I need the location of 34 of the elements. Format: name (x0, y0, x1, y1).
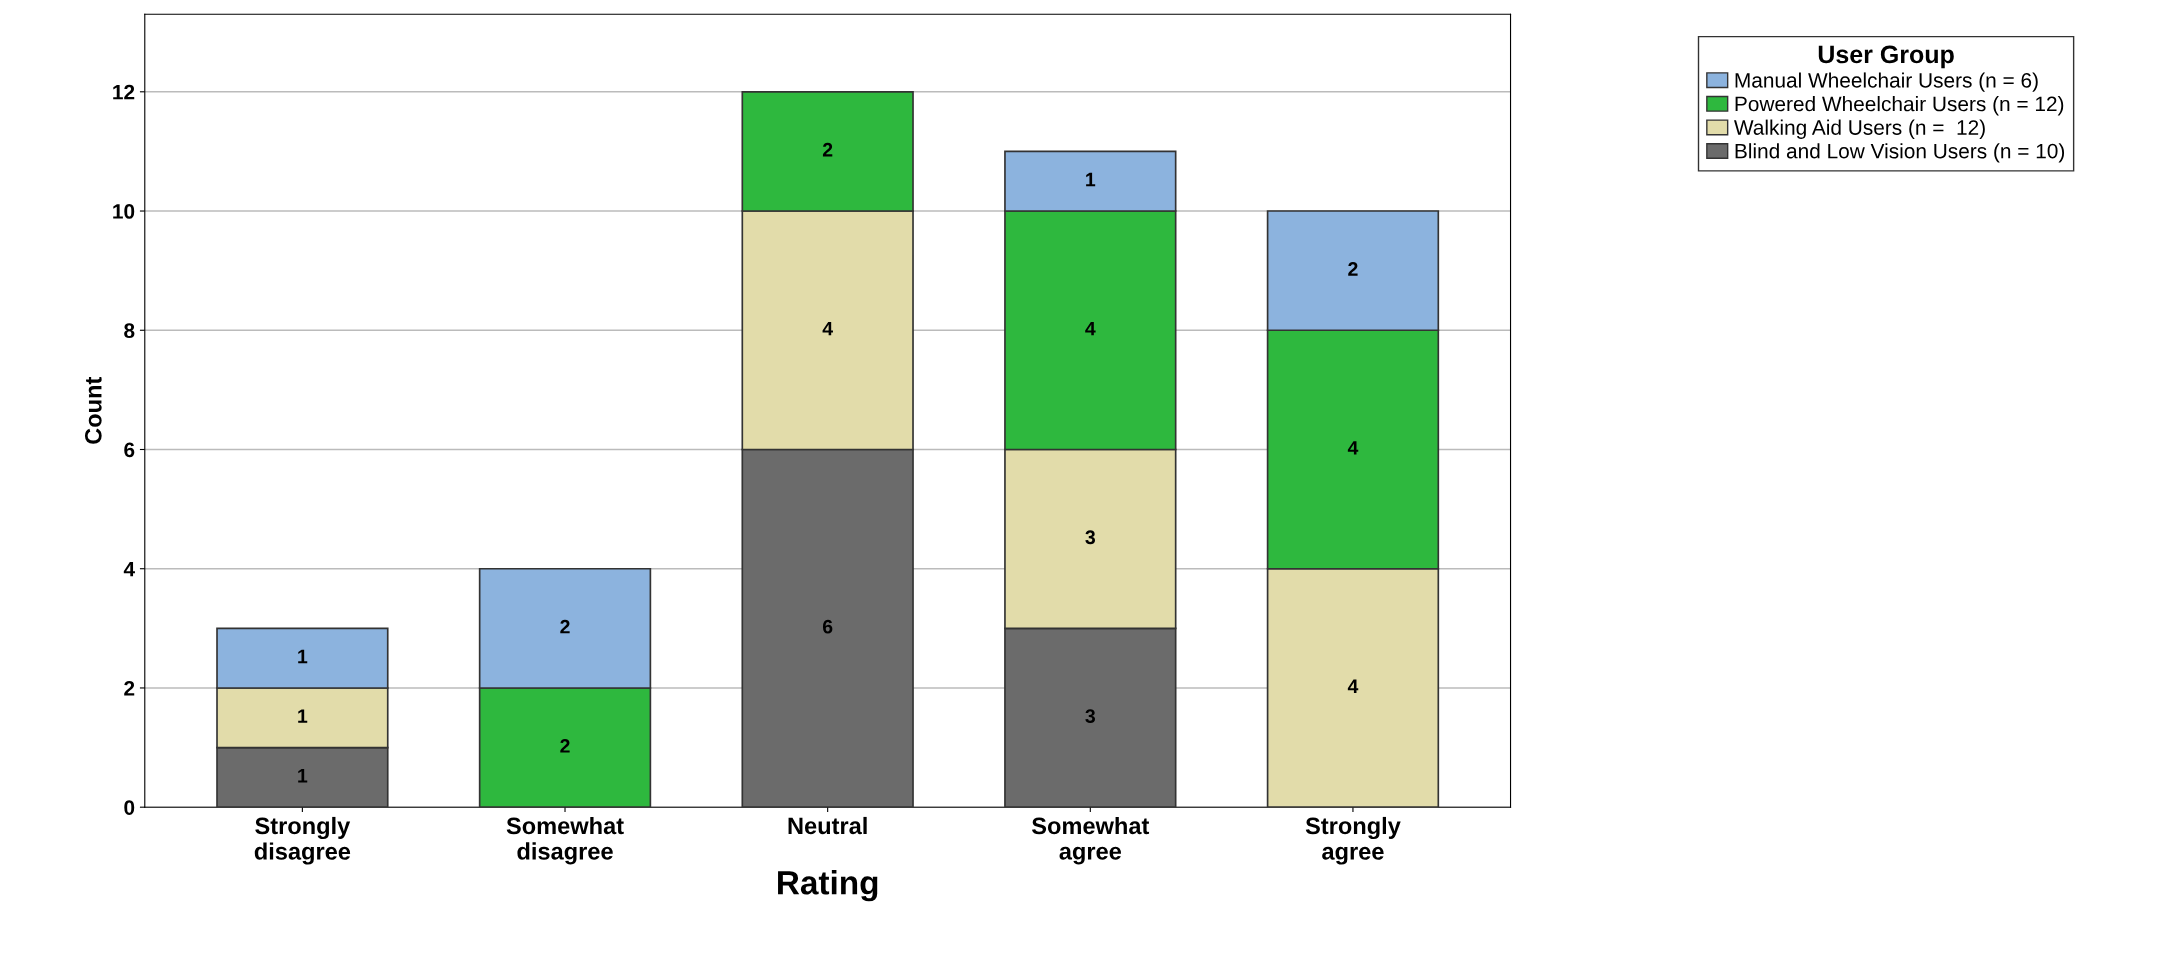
legend-label: Powered Wheelchair Users (n = 12) (1735, 96, 2064, 116)
data-label: 3 (1085, 530, 1096, 545)
data-label: 2 (560, 739, 570, 753)
x-tick-label: Somewhat agree (1031, 816, 1150, 865)
y-tick-label: 0 (124, 800, 135, 815)
legend-label: Blind and Low Vision Users (n = 10) (1735, 143, 2065, 163)
x-tick-label: Somewhat disagree (506, 816, 624, 865)
y-tick-label: 8 (124, 323, 135, 339)
legend-label: Walking Aid Users (n = 12) (1734, 119, 1985, 139)
data-label: 6 (822, 619, 833, 634)
data-label: 2 (1348, 262, 1358, 276)
data-label: 1 (298, 649, 308, 664)
x-axis-title: Rating (778, 870, 878, 902)
data-label: 4 (1085, 321, 1096, 336)
data-label: 3 (1085, 709, 1096, 724)
data-label: 2 (560, 619, 570, 634)
data-label: 1 (298, 769, 308, 783)
legend-title: User Group (1818, 45, 1954, 69)
y-tick-label: 6 (124, 442, 135, 458)
x-tick-label: Strongly agree (1305, 816, 1401, 865)
y-tick-label: 2 (124, 680, 135, 696)
y-axis-title: Count (84, 376, 102, 444)
y-tick-label: 4 (123, 561, 135, 577)
y-tick-label: 12 (113, 84, 135, 100)
data-label: 2 (822, 142, 833, 157)
data-label: 1 (1086, 172, 1096, 187)
data-label: 4 (1347, 679, 1359, 693)
x-tick-label: Strongly disagree (254, 816, 351, 865)
data-label: 4 (1347, 441, 1359, 455)
data-label: 1 (298, 709, 308, 723)
x-tick-label: Neutral (788, 816, 867, 835)
y-tick-label: 10 (113, 204, 135, 219)
data-label: 4 (822, 321, 833, 336)
legend-label: Manual Wheelchair Users (n = 6) (1735, 72, 2038, 92)
